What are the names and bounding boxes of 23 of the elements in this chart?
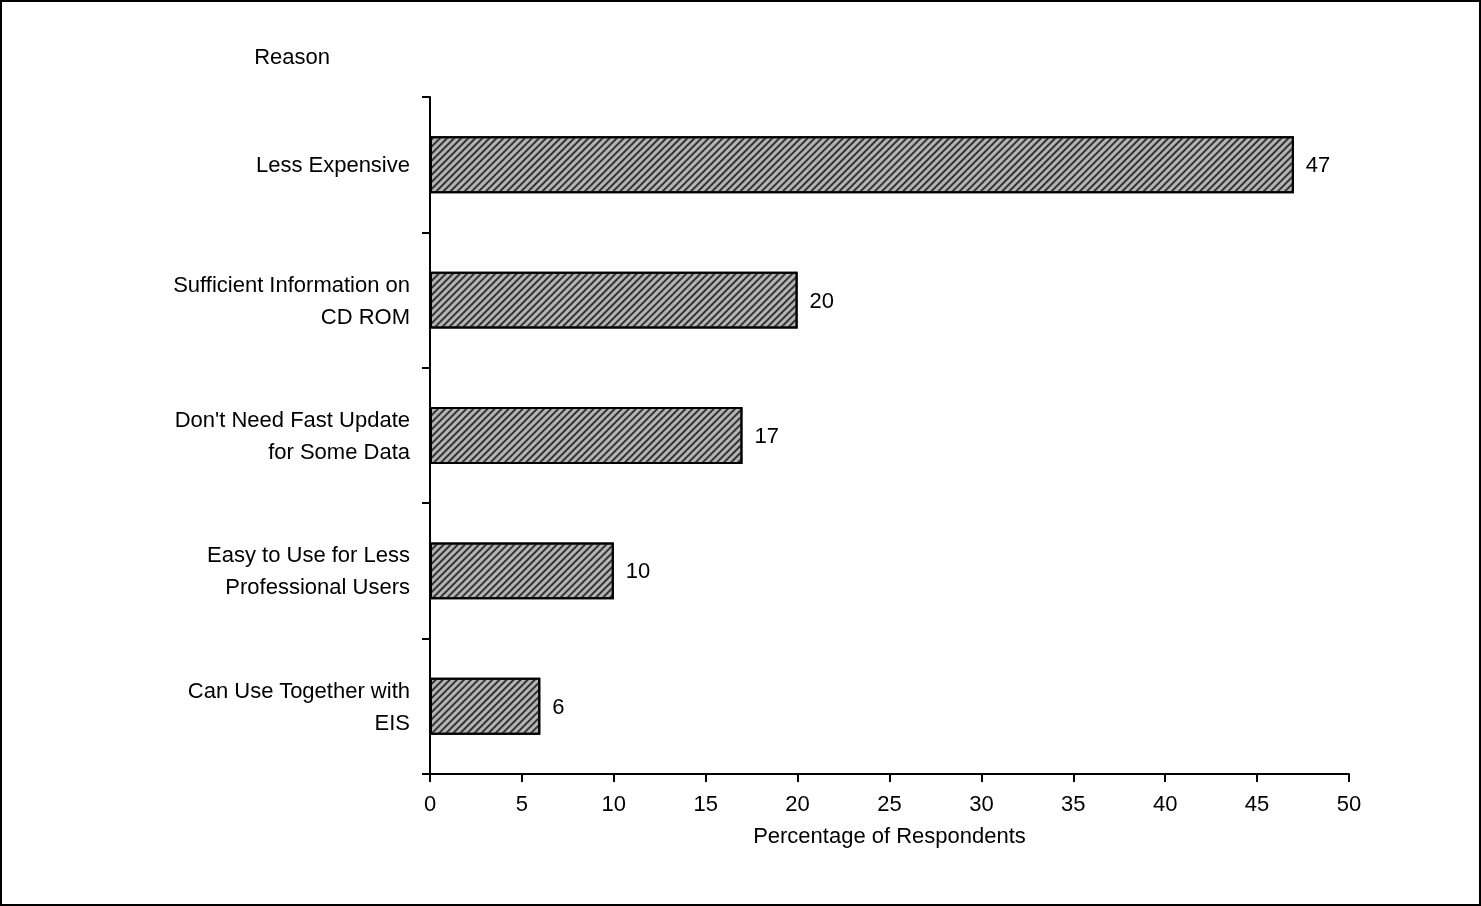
data-label: 6 [552,693,565,719]
x-tick-label: 0 [423,790,437,816]
x-tick-label: 10 [601,790,627,816]
y-tick-label: Easy to Use for Less Professional Users [207,542,410,600]
x-tick-label: 40 [1152,790,1178,816]
data-label: 20 [809,287,835,313]
x-axis-title: Percentage of Respondents [753,822,1026,848]
y-tick-label: Don't Need Fast Update for Some Data [174,407,411,464]
y-tick-label: Sufficient Information on CD ROM [173,271,410,329]
y-tick-label: Less Expensive [255,152,410,178]
y-tick-label: Can Use Together with EIS [187,677,410,735]
data-label: 10 [625,558,651,584]
x-tick-label: 15 [693,790,718,816]
data-label: 17 [754,423,779,448]
x-tick-label: 5 [515,790,529,816]
x-tick-label: 25 [877,790,902,816]
x-tick-label: 45 [1244,790,1270,816]
x-tick-label: 30 [969,790,994,816]
x-tick-label: 50 [1336,790,1362,816]
y-axis-title: Reason [254,43,330,69]
x-tick-label: 20 [785,790,810,816]
x-tick-label: 35 [1061,790,1086,816]
data-label: 47 [1305,152,1331,178]
